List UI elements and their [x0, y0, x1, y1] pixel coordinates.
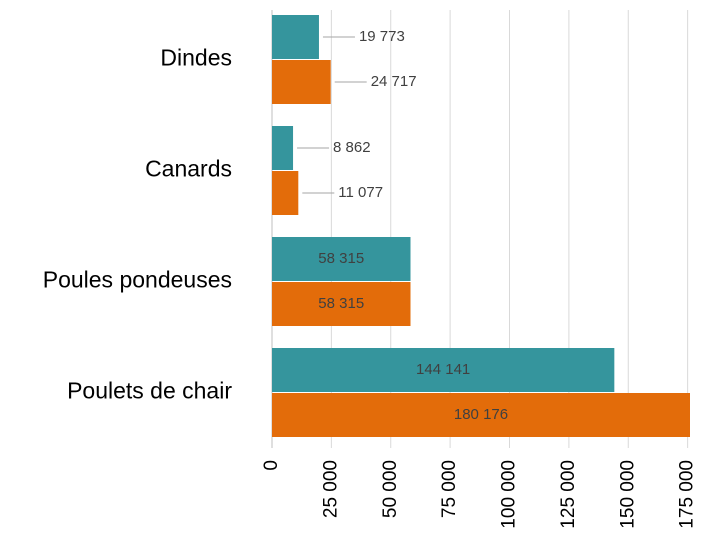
x-tick-label: 175 000	[677, 460, 698, 529]
x-tick-label: 75 000	[439, 460, 460, 518]
bar	[272, 60, 331, 104]
category-label: Poulets de chair	[67, 378, 232, 404]
category-label: Poules pondeuses	[43, 267, 232, 293]
category-label: Dindes	[160, 45, 232, 71]
x-tick-label: 125 000	[558, 460, 579, 529]
bar	[272, 348, 615, 392]
bar	[272, 282, 411, 326]
category-label: Canards	[145, 156, 232, 182]
x-tick-label: 100 000	[499, 460, 520, 529]
x-tick-label: 50 000	[380, 460, 401, 518]
labels: 0 25 000 50 000 75 000 100 000 125 000 150 000…	[43, 28, 698, 529]
bar	[272, 237, 411, 281]
bars	[272, 15, 690, 437]
data-label: 19 773	[359, 28, 405, 45]
x-tick-label: 25 000	[320, 460, 341, 518]
data-label: 24 717	[371, 73, 417, 90]
x-tick-label: 150 000	[617, 460, 638, 529]
bar	[272, 15, 319, 59]
data-label: 180 176	[454, 406, 508, 423]
bar	[272, 126, 294, 170]
x-tick-label: 0	[261, 460, 282, 471]
data-label: 8 862	[333, 139, 371, 156]
data-label: 58 315	[318, 295, 364, 312]
bar	[272, 393, 690, 437]
bar	[272, 171, 299, 215]
data-label: 58 315	[318, 250, 364, 267]
grid	[271, 10, 689, 448]
data-label: 144 141	[416, 361, 470, 378]
data-label: 11 077	[338, 184, 383, 201]
